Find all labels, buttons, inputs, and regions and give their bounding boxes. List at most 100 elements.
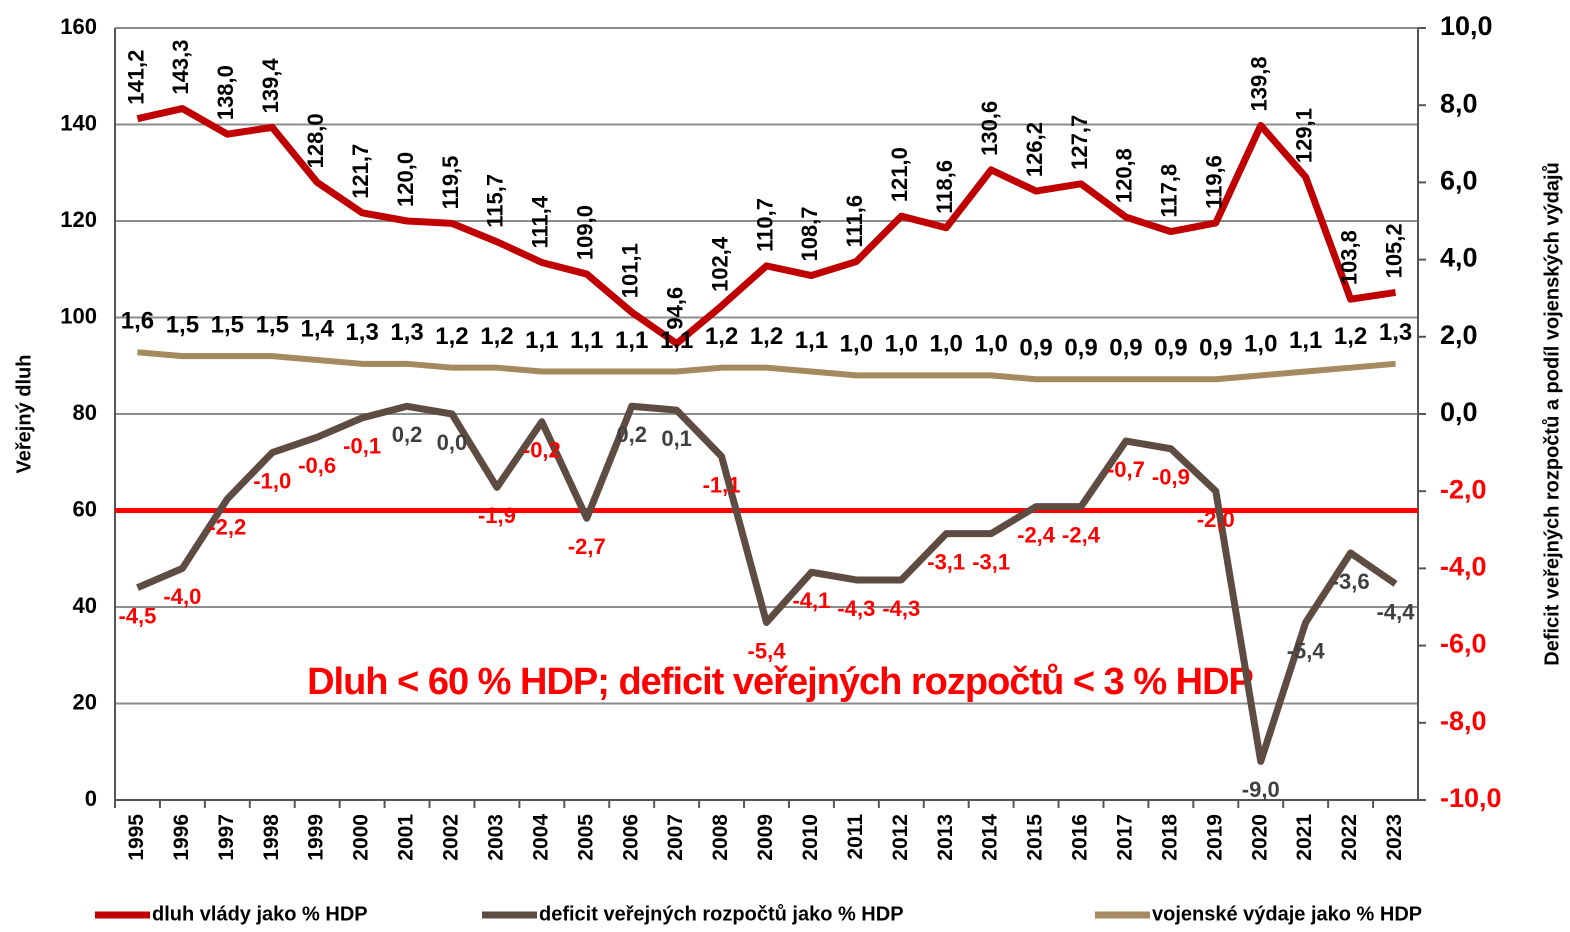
x-tick-label: 2004: [529, 814, 552, 861]
series-line: [136, 402, 1398, 765]
data-label: -4,3: [882, 596, 920, 621]
x-tick-label: 2010: [799, 814, 822, 861]
data-label: 128,0: [303, 113, 328, 168]
y2-tick-label: -6,0: [1440, 629, 1487, 659]
data-label: -4,3: [837, 596, 875, 621]
data-label: -2,7: [568, 534, 606, 559]
data-label: -1,1: [703, 472, 741, 497]
y2-tick-label: 6,0: [1440, 166, 1478, 196]
data-label: 108,7: [797, 206, 822, 261]
data-label: 1,5: [211, 311, 244, 338]
y-tick-label: 0: [85, 786, 97, 811]
data-label: 101,1: [618, 243, 643, 298]
data-label: 111,4: [528, 195, 553, 248]
data-label: 1,2: [435, 323, 468, 350]
x-tick-label: 2016: [1069, 814, 1092, 861]
data-label: 119,6: [1202, 155, 1227, 209]
data-label: 139,8: [1247, 56, 1272, 111]
data-label: -4,4: [1377, 600, 1416, 625]
x-tick-label: 1997: [215, 814, 238, 861]
data-label: 1,1: [1289, 327, 1322, 354]
y2-tick-label: 4,0: [1440, 243, 1478, 273]
data-label: 102,4: [707, 236, 732, 292]
series-line: [136, 105, 1397, 348]
data-label: 0,9: [1019, 335, 1052, 362]
data-label: 103,8: [1336, 230, 1361, 285]
y-tick-label: 20: [73, 689, 97, 714]
x-tick-label: 1999: [305, 814, 328, 861]
data-label: 0,0: [437, 430, 468, 455]
data-label: 1,2: [750, 323, 783, 350]
data-label: 121,0: [887, 147, 912, 202]
series-line: [137, 349, 1396, 383]
data-label: 1,0: [885, 331, 918, 358]
x-tick-label: 2001: [395, 814, 418, 861]
data-label: 120,0: [393, 152, 418, 207]
data-label: 1,0: [974, 331, 1007, 358]
y-tick-label: 140: [60, 110, 97, 135]
data-label: 126,2: [1022, 122, 1047, 177]
legend-label: vojenské výdaje jako % HDP: [1152, 903, 1422, 925]
x-tick-label: 2005: [574, 814, 597, 861]
data-label: 0,9: [1109, 335, 1142, 362]
data-label: -0,6: [298, 453, 336, 478]
data-label: 0,1: [661, 426, 692, 451]
x-tick-label: 2013: [934, 814, 957, 861]
data-label: 118,6: [932, 160, 957, 214]
data-label: -9,0: [1242, 777, 1280, 802]
annotation: Dluh < 60 % HDP; deficit veřejných rozpo…: [307, 661, 1253, 703]
data-label: -0,9: [1152, 465, 1190, 490]
data-label: -2,0: [1197, 507, 1235, 532]
data-label: 1,4: [301, 315, 335, 342]
x-tick-label: 2019: [1203, 814, 1226, 861]
data-label: 1,3: [345, 319, 378, 346]
data-label: 1,3: [1379, 319, 1412, 346]
legend-label: deficit veřejných rozpočtů jako % HDP: [539, 903, 904, 925]
data-label: 1,0: [930, 331, 963, 358]
data-label: 119,5: [438, 156, 463, 210]
data-label: 1,5: [256, 311, 289, 338]
data-label: 1,5: [166, 311, 199, 338]
data-label: -1,0: [253, 468, 291, 493]
data-label: 115,7: [483, 174, 508, 228]
x-tick-label: 2021: [1293, 814, 1316, 861]
data-label: 0,2: [392, 422, 423, 447]
data-label: 1,2: [1334, 323, 1367, 350]
y2-tick-label: 0,0: [1440, 397, 1478, 427]
x-tick-label: 2009: [754, 814, 777, 861]
data-label: 1,0: [840, 331, 873, 358]
data-label: 129,1: [1291, 108, 1316, 163]
data-label: 120,8: [1112, 148, 1137, 203]
data-label: 1,1: [525, 327, 558, 354]
x-tick-label: 2000: [350, 814, 373, 861]
data-label: 111,6: [842, 195, 867, 248]
data-label: 0,9: [1199, 335, 1232, 362]
data-label: 138,0: [213, 65, 238, 120]
data-label: 143,3: [168, 40, 193, 95]
x-tick-label: 2002: [440, 814, 463, 861]
y2-tick-label: -10,0: [1440, 783, 1502, 813]
x-tick-label: 2018: [1158, 814, 1181, 861]
data-label: 1,2: [705, 323, 738, 350]
x-tick-label: 1995: [125, 814, 148, 861]
data-label: -2,4: [1062, 522, 1101, 547]
x-tick-label: 2006: [619, 814, 642, 861]
y2-tick-label: -8,0: [1440, 706, 1487, 736]
x-tick-label: 2008: [709, 814, 732, 861]
data-label: -0,2: [523, 438, 561, 463]
legend-label: dluh vlády jako % HDP: [152, 903, 368, 925]
data-label: -0,1: [343, 434, 381, 459]
y-tick-label: 100: [60, 303, 97, 328]
x-tick-label: 2003: [484, 814, 507, 861]
data-label: -3,6: [1332, 569, 1370, 594]
data-label: -3,1: [972, 549, 1010, 574]
y-tick-label: 40: [73, 593, 97, 618]
x-tick-label: 2022: [1338, 814, 1361, 861]
x-tick-label: 2017: [1113, 814, 1136, 861]
data-label: -3,1: [927, 549, 965, 574]
data-label: 1,3: [390, 319, 423, 346]
data-label: -4,1: [792, 588, 830, 613]
data-label: 1,0: [1244, 331, 1277, 358]
data-label: 139,4: [258, 58, 283, 114]
